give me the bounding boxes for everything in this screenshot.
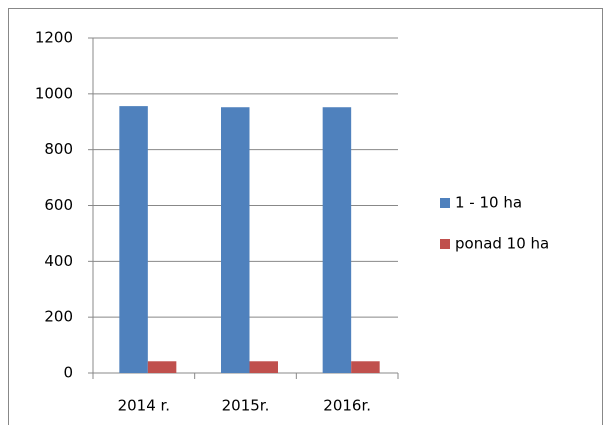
x-tick-label: 2016r. (323, 397, 371, 415)
chart-frame (8, 8, 603, 425)
bar (221, 107, 250, 373)
y-tick-label: 1000 (35, 84, 73, 102)
bar (322, 107, 352, 373)
legend-label: ponad 10 ha (455, 235, 549, 253)
x-tick-label: 2015r. (222, 397, 270, 415)
y-tick-label: 400 (44, 252, 73, 270)
y-tick-label: 800 (44, 140, 73, 158)
legend-swatch (440, 239, 450, 249)
legend-label: 1 - 10 ha (455, 194, 522, 212)
y-tick-label: 0 (63, 364, 73, 382)
bar (119, 106, 148, 373)
y-tick-label: 1200 (35, 29, 73, 47)
y-tick-label: 200 (44, 308, 73, 326)
bar (351, 361, 380, 373)
bar (147, 361, 177, 373)
y-tick-label: 600 (44, 196, 73, 214)
x-tick-label: 2014 r. (118, 397, 171, 415)
bar (249, 361, 278, 373)
legend-swatch (440, 198, 450, 208)
